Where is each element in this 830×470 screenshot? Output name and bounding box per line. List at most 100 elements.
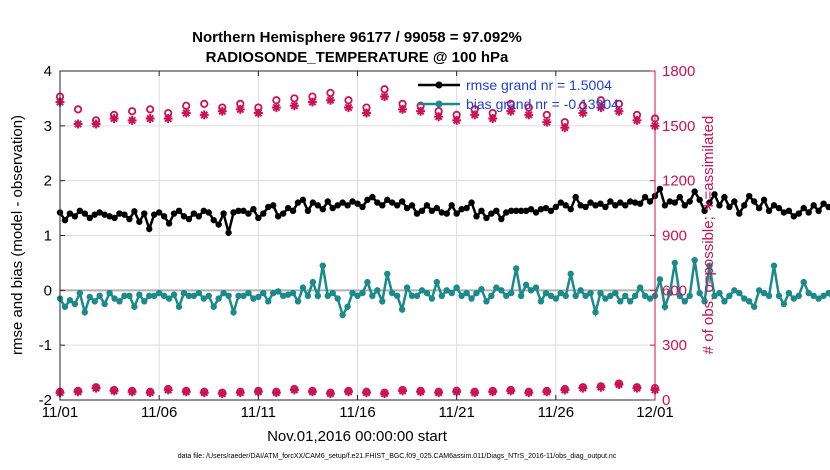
legend-label-rmse: rmse grand nr = 1.5004 [466,77,612,93]
bias-point [636,284,644,291]
bias-point [408,292,416,300]
bias-point [617,298,624,305]
rmse-point [686,198,693,205]
data-file-footer: data file: /Users/raeder/DAI/ATM_forcXX/… [178,453,617,460]
bias-point [552,295,560,302]
bias-point [384,270,391,278]
rmse-point [314,202,322,209]
bias-point [721,298,728,305]
bias-point [468,295,475,302]
series-rmse [56,185,830,236]
rmse-point [101,211,108,218]
rmse-point [255,214,262,222]
rmse-point [438,209,445,216]
assimilated-bottom-point [325,389,335,399]
assimilated-bottom-point [217,389,227,399]
rmse-point [592,202,599,209]
rmse-point [245,210,252,217]
bias-point [820,292,827,300]
bias-point [314,292,322,300]
assimilated-bottom-point [271,388,281,398]
assimilated-bottom-point [199,388,209,398]
assimilated-point [217,106,227,116]
rmse-point [71,213,79,220]
x-tick-label: 11/01 [42,404,78,421]
bias-point [562,292,569,300]
bias-point [527,287,535,294]
rmse-point [537,205,545,213]
x-axis-ticks: 11/01 11/06 11/11 11/16 11/21 11/26 12/01 [42,71,674,421]
bias-point [805,289,812,297]
rmse-point [701,207,708,215]
y-right-tick-label: 1500 [662,118,695,135]
rmse-point [106,213,113,220]
rmse-point [96,209,103,216]
bias-point [334,295,341,302]
bias-point [542,289,550,297]
chart-subtitle: RADIOSONDE_TEMPERATURE @ 100 hPa [206,49,509,66]
rmse-point [131,208,138,215]
rmse-point [582,203,589,211]
rmse-point [384,196,391,204]
bias-point [522,281,530,289]
assimilated-point [614,106,624,116]
bias-point [215,295,222,302]
assimilated-point [632,115,642,125]
assimilated-bottom-point [578,383,588,393]
bias-point [656,276,664,283]
bias-point [155,289,163,297]
rmse-point [473,213,480,220]
assimilated-point [416,106,426,116]
bias-point [279,292,287,300]
bias-point [235,292,242,300]
rmse-point [755,204,763,212]
rmse-point [488,210,495,217]
rmse-point [721,193,728,201]
rmse-point [413,210,421,217]
bias-point [790,295,798,302]
bias-point [354,292,361,300]
rmse-point [349,198,356,205]
rmse-point [185,215,193,223]
bias-point [71,300,79,308]
rmse-point [805,209,812,216]
bias-point [627,298,634,305]
bias-point [676,292,683,300]
assimilated-point [343,103,353,113]
rmse-point [398,198,406,205]
assimilated-point [271,103,281,113]
bias-point [557,289,564,297]
bias-point [592,309,599,316]
bias-point [205,292,212,300]
y-left-tick-label: 3 [44,118,52,135]
rmse-point [542,204,550,212]
rmse-point [81,210,88,217]
rmse-point [274,213,282,220]
rmse-point [136,218,143,225]
rmse-point [210,216,217,224]
rmse-point [433,204,441,212]
assimilated-bottom-point [253,387,263,397]
bias-point [532,284,540,291]
rmse-point [750,198,758,205]
assimilated-bottom-point [470,388,480,398]
rmse-point [820,200,827,207]
assimilated-bottom-point [614,379,624,389]
rmse-point [230,209,237,216]
assimilated-point [73,119,83,129]
rmse-point [121,211,128,218]
rmse-point [567,205,574,213]
bias-point [597,289,604,297]
rmse-point [681,202,688,209]
rmse-point [522,207,530,215]
rmse-point [661,202,669,209]
bias-point [101,300,108,308]
rmse-point [225,229,232,236]
assimilated-point [91,119,101,129]
bias-point [200,295,207,302]
y-right-axis-label: # of obs: o=possible; ∗=assimilated [700,116,717,355]
bias-point [572,292,579,300]
legend-marker-bias [435,100,443,108]
rmse-point [646,198,654,205]
